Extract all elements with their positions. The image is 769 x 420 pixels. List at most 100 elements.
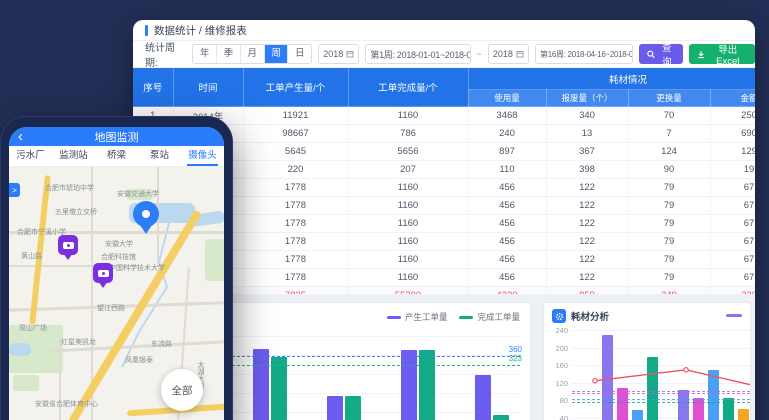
- phone-header: ‹ 地图监测: [9, 127, 224, 146]
- bar-完成工单量[interactable]: [419, 349, 435, 420]
- bar-series-1[interactable]: [693, 397, 704, 420]
- bar-series-3[interactable]: [647, 357, 658, 420]
- phone-tab-桥梁[interactable]: 桥梁: [106, 150, 126, 161]
- end-week-input[interactable]: 第16周: 2018-04-16~2018-04-22: [535, 44, 633, 64]
- map-label: 双山广场: [19, 325, 47, 332]
- bar-series-2[interactable]: [632, 410, 643, 420]
- map-view[interactable]: 合肥市琥珀中学 安徽交通大学 五里墩立交桥 合肥市宁溪小学 安徽大学 合肥科技馆 中国科学技…: [9, 167, 224, 420]
- bar-series-1[interactable]: [617, 387, 628, 420]
- table-cell: 67: [710, 268, 755, 287]
- table-cell: 13: [546, 124, 629, 143]
- phone-title: 地图监测: [94, 131, 139, 144]
- table-cell: 79: [628, 178, 711, 197]
- camera-marker[interactable]: [58, 235, 78, 260]
- start-year-select[interactable]: 2018: [318, 44, 360, 64]
- phone-tab-监测站[interactable]: 监测站: [59, 150, 88, 161]
- bar-产生工单量[interactable]: [475, 375, 491, 420]
- bar-series-3[interactable]: [723, 397, 734, 420]
- end-year-select[interactable]: 2018: [487, 44, 530, 64]
- period-option-年[interactable]: 年: [193, 45, 216, 63]
- bar-产生工单量[interactable]: [253, 348, 269, 420]
- back-icon[interactable]: ‹: [18, 128, 23, 145]
- query-button[interactable]: 查询: [638, 43, 684, 68]
- table-cell: 67: [710, 214, 755, 233]
- phone-tab-污水厂[interactable]: 污水厂: [16, 150, 45, 161]
- reference-label: 323: [508, 354, 522, 364]
- chart-gridline: [572, 330, 750, 331]
- map-label: 安徽交通大学: [117, 191, 159, 198]
- bar-完成工单量[interactable]: [345, 396, 361, 420]
- camera-marker[interactable]: [93, 263, 113, 288]
- period-option-日[interactable]: 日: [287, 45, 312, 63]
- chart-gridline: [152, 355, 520, 356]
- bar-产生工单量[interactable]: [401, 349, 417, 420]
- column-header: 工单产生量/个: [243, 68, 349, 107]
- table-cell: 240: [468, 124, 547, 143]
- y-axis-tick: 160: [555, 361, 568, 370]
- map-label: 合肥市宁溪小学: [17, 229, 66, 236]
- map-label: 红星美凯龙: [61, 339, 96, 346]
- map-label: 黄山路: [21, 253, 42, 260]
- table-cell: 5656: [348, 142, 469, 161]
- table-cell: 398: [546, 160, 629, 179]
- table-cell: 1778: [243, 178, 349, 197]
- query-label: 查询: [661, 43, 672, 68]
- camera-icon: [62, 241, 74, 249]
- bar-完成工单量[interactable]: [493, 414, 509, 420]
- bar-series-4[interactable]: [738, 408, 749, 420]
- sub-column-header: 更换量: [628, 89, 711, 107]
- start-year-value: 2018: [323, 49, 344, 59]
- legend-item-产生工单量[interactable]: 产生工单量: [386, 311, 447, 323]
- bar-series-0[interactable]: [602, 334, 613, 420]
- y-axis-tick: 80: [559, 396, 568, 405]
- map-label: 东流路: [151, 341, 172, 348]
- map-water: [9, 343, 31, 356]
- table-cell: 79: [628, 214, 711, 233]
- table-cell: 98667: [243, 124, 349, 143]
- map-label: 太湖大道: [197, 361, 204, 389]
- period-option-周[interactable]: 周: [263, 45, 288, 63]
- y-axis-tick: 120: [555, 378, 568, 388]
- phone-tab-摄像头[interactable]: 摄像头: [181, 146, 224, 166]
- table-cell: 122: [546, 178, 629, 197]
- table-cell: 1778: [243, 196, 349, 215]
- table-cell: 1160: [348, 250, 469, 269]
- bar-产生工单量[interactable]: [327, 396, 343, 420]
- table-cell: 207: [348, 160, 469, 179]
- table-cell: 1778: [243, 250, 349, 269]
- phone-tab-泵站[interactable]: 泵站: [149, 150, 169, 161]
- table-cell: 456: [468, 250, 547, 269]
- table-cell: 5645: [243, 142, 349, 161]
- chart-gridline: [152, 393, 520, 394]
- export-label: 导出Excel: [716, 44, 740, 67]
- table-cell: 70: [628, 106, 711, 125]
- table-cell: 122: [546, 232, 629, 251]
- expand-icon[interactable]: >: [9, 183, 20, 197]
- export-excel-button[interactable]: 导出Excel: [689, 44, 755, 67]
- legend-dash[interactable]: [726, 314, 742, 317]
- table-cell: 250: [710, 106, 755, 125]
- legend-item-完成工单量[interactable]: 完成工单量: [459, 311, 520, 323]
- location-pin-marker[interactable]: [133, 201, 159, 234]
- map-label: 合肥市琥珀中学: [45, 185, 94, 192]
- chart-header: 耗材分析: [552, 309, 609, 323]
- start-week-input[interactable]: 第1周: 2018-01-01~2018-01-07: [365, 44, 471, 64]
- download-icon: [698, 50, 705, 58]
- period-option-月[interactable]: 月: [239, 45, 264, 63]
- map-label: 合肥科技馆: [101, 254, 136, 261]
- chart-gridline: [572, 365, 750, 366]
- period-option-季[interactable]: 季: [216, 45, 240, 63]
- bar-完成工单量[interactable]: [271, 356, 287, 420]
- bar-series-0[interactable]: [678, 389, 689, 420]
- bar-series-2[interactable]: [708, 369, 719, 420]
- table-cell: 1160: [348, 196, 469, 215]
- chart-gridline: [572, 417, 750, 419]
- map-road: [9, 265, 139, 267]
- table-cell: 122: [546, 250, 629, 269]
- reference-line: [572, 393, 750, 394]
- breadcrumb-bar: 数据统计 / 维修报表: [133, 20, 755, 41]
- group-header: 耗材情况: [468, 68, 755, 90]
- map-river: [121, 222, 170, 368]
- show-all-button[interactable]: 全部: [161, 369, 203, 411]
